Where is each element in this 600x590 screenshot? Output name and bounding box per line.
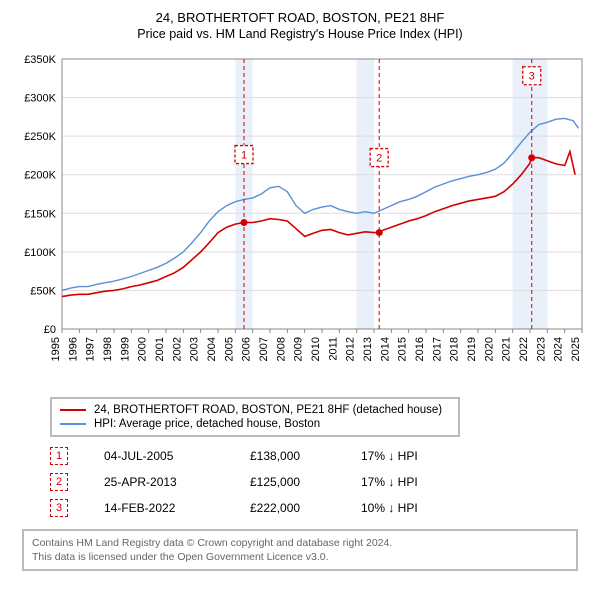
x-tick-label: 2006 bbox=[241, 337, 253, 361]
sale-row-marker: 2 bbox=[50, 473, 68, 491]
sales-row: 1 04-JUL-2005 £138,000 17% ↓ HPI bbox=[50, 443, 590, 469]
x-tick-label: 2008 bbox=[275, 337, 287, 361]
sale-row-vs-hpi: 10% ↓ HPI bbox=[361, 501, 461, 515]
sale-row-vs-hpi: 17% ↓ HPI bbox=[361, 449, 461, 463]
y-tick-label: £50K bbox=[30, 285, 56, 297]
sale-row-vs-hpi: 17% ↓ HPI bbox=[361, 475, 461, 489]
y-tick-label: £300K bbox=[24, 93, 56, 105]
y-tick-label: £0 bbox=[44, 324, 56, 336]
x-tick-label: 2004 bbox=[206, 337, 218, 361]
x-tick-label: 1998 bbox=[102, 337, 114, 361]
sale-marker-point bbox=[376, 229, 383, 236]
x-tick-label: 2001 bbox=[154, 337, 166, 361]
x-tick-label: 1996 bbox=[67, 337, 79, 361]
chart-area: £0 £50K £100K £150K £200K £250K £300K £350K 1995… bbox=[10, 49, 590, 389]
legend-label: 24, BROTHERTOFT ROAD, BOSTON, PE21 8HF (… bbox=[94, 404, 442, 416]
x-tick-label: 1999 bbox=[119, 337, 131, 361]
x-tick-label: 2021 bbox=[501, 337, 513, 361]
sale-marker-number: 3 bbox=[529, 71, 535, 83]
x-tick-label: 2019 bbox=[466, 337, 478, 361]
chart-title: 24, BROTHERTOFT ROAD, BOSTON, PE21 8HF bbox=[10, 10, 590, 25]
page-container: 24, BROTHERTOFT ROAD, BOSTON, PE21 8HF P… bbox=[0, 0, 600, 581]
y-tick-label: £100K bbox=[24, 247, 56, 259]
x-tick-label: 2020 bbox=[483, 337, 495, 361]
legend-label: HPI: Average price, detached house, Bost… bbox=[94, 418, 320, 430]
x-tick-label: 2012 bbox=[345, 337, 357, 361]
legend-row: HPI: Average price, detached house, Bost… bbox=[60, 417, 450, 431]
x-tick-label: 2022 bbox=[518, 337, 530, 361]
x-tick-label: 2017 bbox=[431, 337, 443, 361]
sales-row: 2 25-APR-2013 £125,000 17% ↓ HPI bbox=[50, 469, 590, 495]
y-tick-label: £200K bbox=[24, 170, 56, 182]
x-tick-label: 2014 bbox=[379, 337, 391, 361]
sale-row-date: 14-FEB-2022 bbox=[104, 501, 214, 515]
sale-marker-point bbox=[528, 154, 535, 161]
x-tick-label: 2018 bbox=[449, 337, 461, 361]
chart-svg: £0 £50K £100K £150K £200K £250K £300K £350K 1995… bbox=[10, 49, 590, 389]
x-tick-label: 2005 bbox=[223, 337, 235, 361]
sale-row-marker: 1 bbox=[50, 447, 68, 465]
sale-row-date: 25-APR-2013 bbox=[104, 475, 214, 489]
y-tick-label: £350K bbox=[24, 54, 56, 66]
x-tick-label: 2024 bbox=[553, 337, 565, 361]
legend-row: 24, BROTHERTOFT ROAD, BOSTON, PE21 8HF (… bbox=[60, 403, 450, 417]
x-tick-label: 2015 bbox=[397, 337, 409, 361]
x-tick-label: 2003 bbox=[189, 337, 201, 361]
sale-marker-point bbox=[241, 219, 248, 226]
x-tick-label: 1995 bbox=[50, 337, 62, 361]
attribution-line: This data is licensed under the Open Gov… bbox=[32, 550, 568, 564]
x-tick-label: 2011 bbox=[327, 337, 339, 361]
x-tick-label: 2010 bbox=[310, 337, 322, 361]
sale-marker-number: 2 bbox=[376, 153, 382, 165]
sale-row-price: £125,000 bbox=[250, 475, 325, 489]
sale-row-date: 04-JUL-2005 bbox=[104, 449, 214, 463]
attribution-line: Contains HM Land Registry data © Crown c… bbox=[32, 536, 568, 550]
sale-row-marker: 3 bbox=[50, 499, 68, 517]
y-tick-label: £250K bbox=[24, 131, 56, 143]
x-tick-label: 2016 bbox=[414, 337, 426, 361]
sale-row-price: £222,000 bbox=[250, 501, 325, 515]
sales-row: 3 14-FEB-2022 £222,000 10% ↓ HPI bbox=[50, 495, 590, 521]
x-tick-label: 1997 bbox=[85, 337, 97, 361]
x-tick-label: 2025 bbox=[570, 337, 582, 361]
attribution-box: Contains HM Land Registry data © Crown c… bbox=[22, 529, 578, 571]
legend: 24, BROTHERTOFT ROAD, BOSTON, PE21 8HF (… bbox=[50, 397, 460, 437]
legend-swatch bbox=[60, 409, 86, 411]
x-tick-label: 2009 bbox=[293, 337, 305, 361]
x-tick-label: 2002 bbox=[171, 337, 183, 361]
x-tick-label: 2007 bbox=[258, 337, 270, 361]
x-tick-label: 2013 bbox=[362, 337, 374, 361]
legend-swatch bbox=[60, 423, 86, 425]
chart-subtitle: Price paid vs. HM Land Registry's House … bbox=[10, 27, 590, 41]
y-tick-label: £150K bbox=[24, 208, 56, 220]
sale-marker-number: 1 bbox=[241, 150, 247, 162]
sales-table: 1 04-JUL-2005 £138,000 17% ↓ HPI 2 25-APR-201… bbox=[50, 443, 590, 521]
x-tick-label: 2000 bbox=[137, 337, 149, 361]
x-tick-label: 2023 bbox=[535, 337, 547, 361]
sale-row-price: £138,000 bbox=[250, 449, 325, 463]
